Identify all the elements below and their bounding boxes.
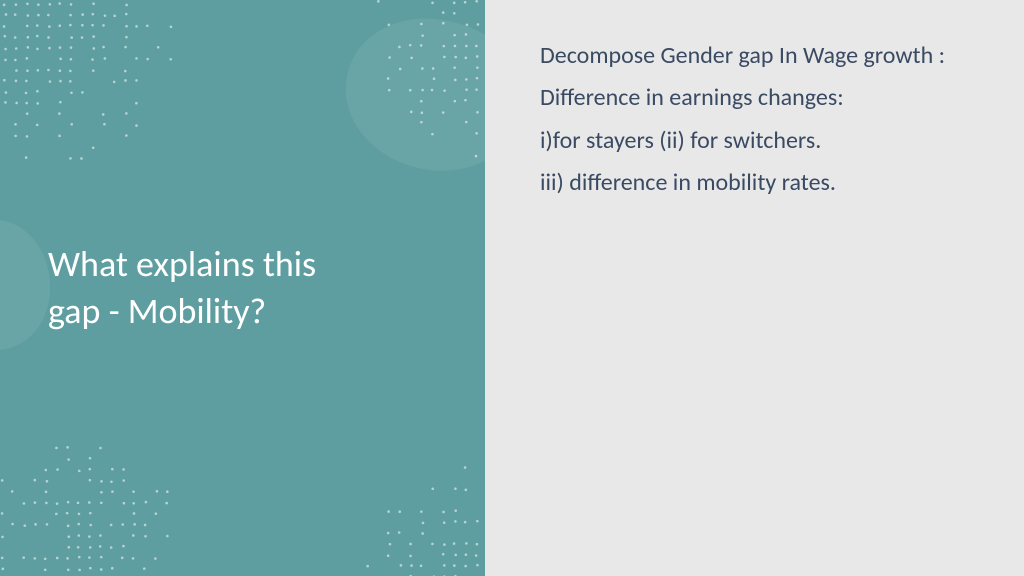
left-title-panel: What explains this gap - Mobility? (0, 0, 485, 576)
decor-dots-top-left (0, 0, 210, 160)
body-paragraph: Difference in earnings changes: (540, 82, 954, 114)
slide-title: What explains this gap - Mobility? (48, 241, 316, 335)
body-text-block: Decompose Gender gap In Wage growth : Di… (540, 40, 954, 200)
presentation-slide: What explains this gap - Mobility? Decom… (0, 0, 1024, 576)
title-line2-prefix: gap - (48, 289, 128, 333)
decor-blob-top-right (329, 0, 485, 191)
body-paragraph: i)for stayers (ii) for switchers. (540, 125, 954, 157)
right-content-panel: Decompose Gender gap In Wage growth : Di… (485, 0, 1024, 576)
body-paragraph: Decompose Gender gap In Wage growth : (540, 40, 954, 72)
decor-dots-bottom-right (345, 456, 485, 576)
title-line1: What explains this (48, 242, 316, 286)
title-highlight: Mobility? (128, 289, 267, 333)
decor-dots-bottom-left (0, 426, 200, 576)
body-paragraph: iii) difference in mobility rates. (540, 167, 954, 199)
